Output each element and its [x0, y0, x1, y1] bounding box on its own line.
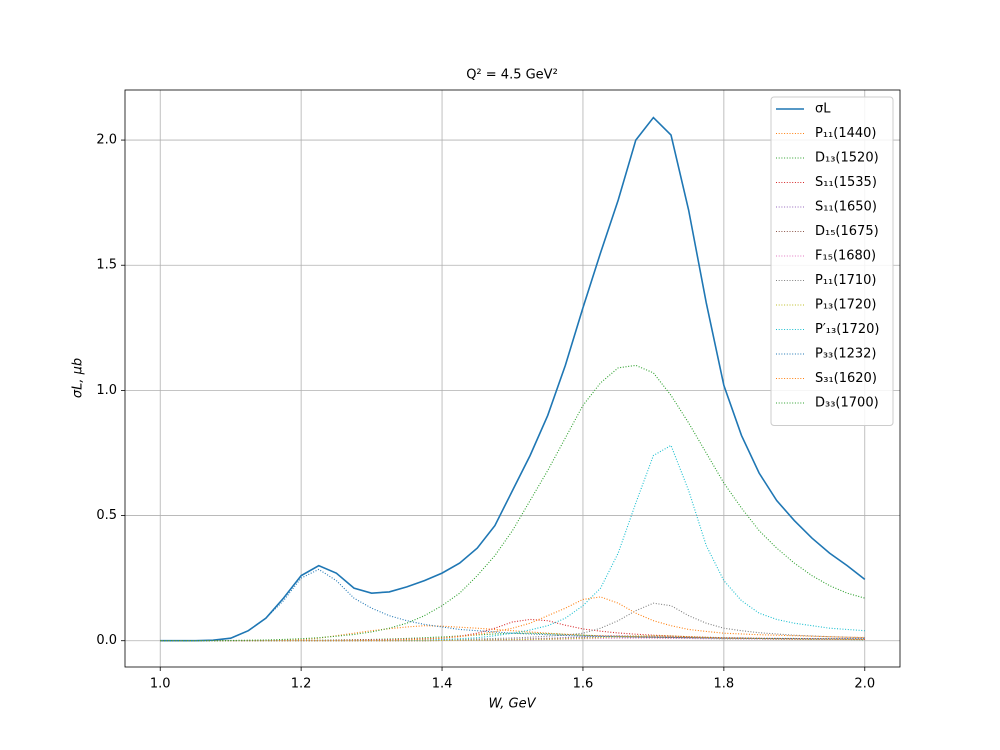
- legend-box: [770, 96, 894, 426]
- y-tick-label: 0.0: [96, 633, 117, 648]
- x-tick-label: 1.0: [150, 677, 171, 692]
- legend-label: σL: [815, 102, 831, 117]
- legend-label: P₁₁(1710): [815, 273, 877, 288]
- y-axis-label: σL, μb: [71, 358, 86, 398]
- legend-label: P₁₃(1720): [815, 298, 877, 313]
- series-line: [160, 364, 865, 642]
- legend-label: D₁₃(1520): [815, 151, 879, 166]
- chart-title: Q² = 4.5 GeV²: [466, 68, 558, 83]
- legend-label: D₁₅(1675): [815, 224, 879, 239]
- legend-label: P₃₃(1232): [815, 347, 877, 362]
- series-line: [160, 568, 865, 642]
- legend-label: F₁₅(1680): [815, 249, 876, 264]
- series-line: [160, 618, 865, 642]
- plot-frame: [124, 89, 901, 668]
- y-tick-label: 1.5: [96, 258, 117, 273]
- series-line: [160, 444, 865, 642]
- legend-label: P₁₁(1440): [815, 126, 877, 141]
- x-tick-label: 1.4: [432, 677, 453, 692]
- y-tick-label: 1.0: [96, 383, 117, 398]
- legend-label: D₃₃(1700): [815, 396, 879, 411]
- legend-label: P′₁₃(1720): [815, 322, 879, 337]
- y-tick-label: 2.0: [96, 133, 117, 148]
- legend-label: S₁₁(1535): [815, 175, 877, 190]
- x-tick-label: 1.8: [714, 677, 735, 692]
- x-tick-label: 2.0: [854, 677, 875, 692]
- legend-label: S₃₁(1620): [815, 371, 877, 386]
- series-line: [160, 116, 866, 642]
- x-axis-label: W, GeV: [488, 697, 536, 712]
- legend-label: S₁₁(1650): [815, 200, 877, 215]
- y-tick-label: 0.5: [96, 508, 117, 523]
- x-tick-label: 1.6: [573, 677, 594, 692]
- x-tick-label: 1.2: [291, 677, 312, 692]
